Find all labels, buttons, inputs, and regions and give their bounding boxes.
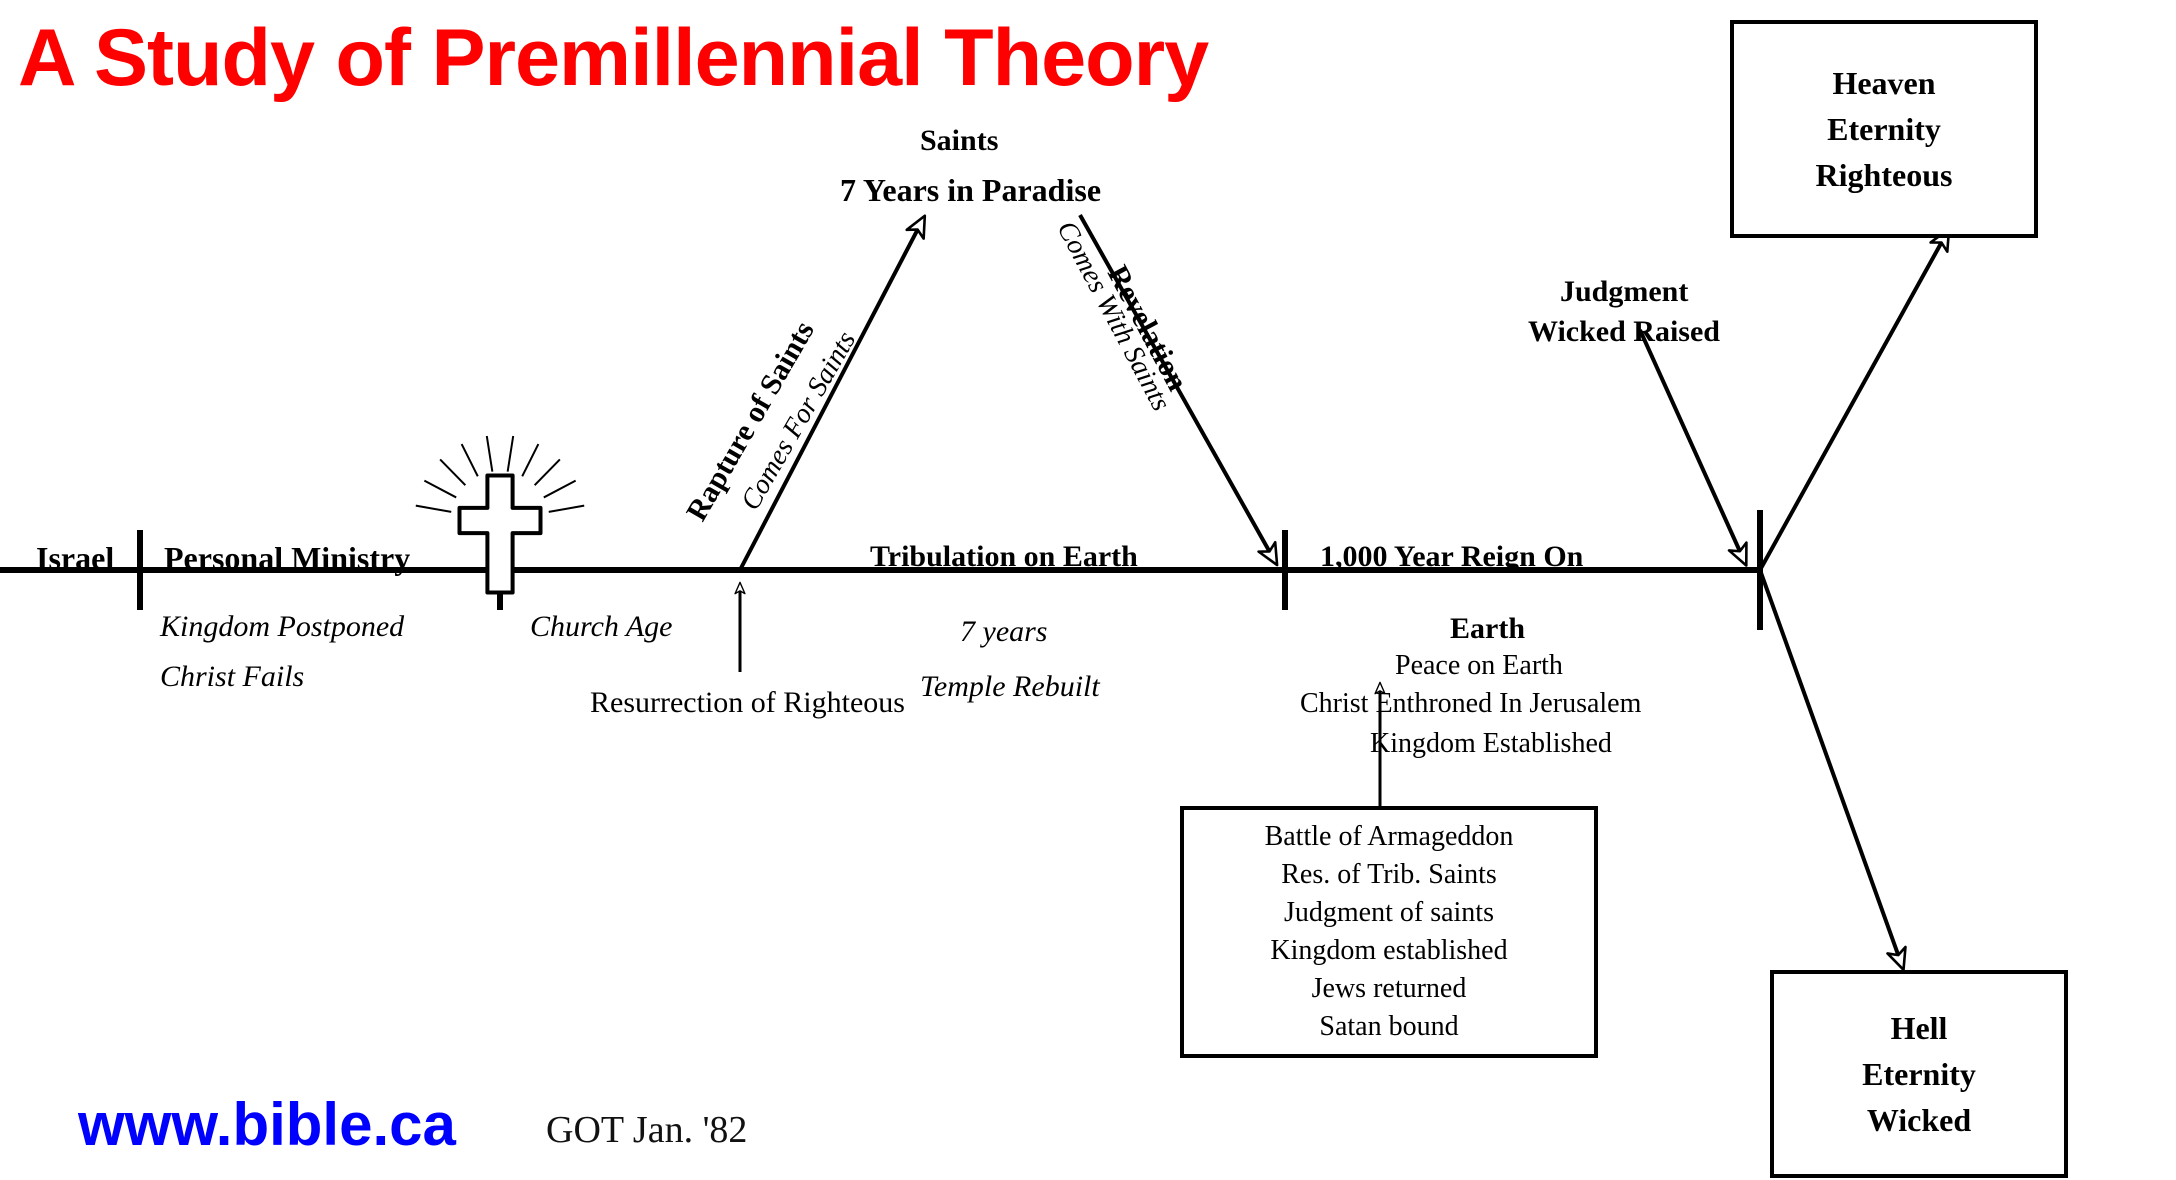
label-saints: Saints	[920, 124, 998, 158]
heaven-box: HeavenEternityRighteous	[1730, 20, 2038, 238]
label-peace: Peace on Earth	[1395, 650, 1563, 682]
label-personal_ministry: Personal Ministry	[164, 540, 410, 577]
label-tribulation: Tribulation on Earth	[870, 540, 1138, 574]
label-resurrection_righteous: Resurrection of Righteous	[590, 686, 905, 720]
credit-text: GOT Jan. '82	[546, 1108, 747, 1152]
label-kingdom_est: Kingdom Established	[1370, 728, 1612, 760]
event-box-line: Satan bound	[1319, 1008, 1458, 1046]
hell-box: HellEternityWicked	[1770, 970, 2068, 1178]
label-church_age: Church Age	[530, 610, 673, 644]
page-title: A Study of Premillennial Theory	[18, 12, 1208, 105]
label-israel: Israel	[36, 540, 114, 577]
heaven-box-line: Heaven	[1832, 60, 1935, 106]
hell-box-line: Hell	[1891, 1005, 1948, 1051]
event-box-line: Res. of Trib. Saints	[1281, 856, 1497, 894]
heaven-box-line: Righteous	[1816, 152, 1953, 198]
label-temple_rebuilt: Temple Rebuilt	[920, 670, 1100, 704]
label-kingdom_postponed: Kingdom Postponed	[160, 610, 404, 644]
hell-box-line: Eternity	[1862, 1051, 1976, 1097]
hell-box-line: Wicked	[1867, 1097, 1971, 1143]
event-box-line: Jews returned	[1312, 970, 1467, 1008]
source-url: www.bible.ca	[78, 1090, 456, 1159]
diagram-canvas: A Study of Premillennial Theory www.bibl…	[0, 0, 2176, 1180]
label-seven_heaven: 7 Years in Paradise	[840, 172, 1101, 209]
label-earth: Earth	[1450, 612, 1525, 646]
event-box-line: Judgment of saints	[1284, 894, 1494, 932]
armageddon-event-box: Battle of ArmageddonRes. of Trib. Saints…	[1180, 806, 1598, 1058]
label-wicked_raised: Wicked Raised	[1528, 315, 1720, 349]
event-box-line: Battle of Armageddon	[1265, 818, 1514, 856]
label-judgment: Judgment	[1560, 275, 1688, 309]
label-enthroned: Christ Enthroned In Jerusalem	[1300, 688, 1641, 720]
label-seven_years: 7 years	[960, 615, 1047, 649]
heaven-box-line: Eternity	[1827, 106, 1941, 152]
event-box-line: Kingdom established	[1270, 932, 1507, 970]
label-thousand_year: 1,000 Year Reign On	[1320, 540, 1583, 574]
label-christ_fails: Christ Fails	[160, 660, 304, 694]
